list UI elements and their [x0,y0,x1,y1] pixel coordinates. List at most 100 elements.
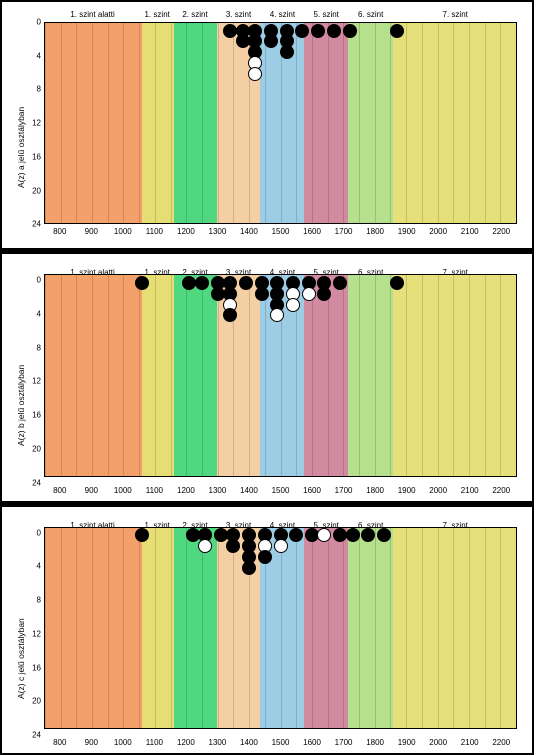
level-band [45,23,142,223]
level-band [45,528,142,728]
y-axis-title: A(z) b jelű osztályban [16,365,26,446]
x-tick-label: 900 [85,486,98,495]
level-label: 6. szint [358,10,383,19]
x-tick-label: 1800 [366,486,384,495]
y-tick-label: 20 [26,697,41,706]
x-tick-label: 2000 [429,227,447,236]
y-tick-label: 4 [26,310,41,319]
x-tick-label: 1100 [146,486,163,495]
level-label: 3. szint [226,521,251,530]
y-tick-label: 0 [26,528,41,537]
y-tick-label: 8 [26,343,41,352]
level-band [174,23,217,223]
x-tick-label: 1400 [240,486,258,495]
data-point [248,67,262,81]
y-tick-label: 12 [26,119,41,128]
level-band [304,528,347,728]
x-tick-label: 1000 [114,227,132,236]
level-band [45,275,142,475]
level-band [174,528,217,728]
data-point [286,298,300,312]
x-tick-label: 2000 [429,486,447,495]
level-label: 1. szint alatti [70,521,114,530]
data-point [361,528,375,542]
x-tick-label: 1300 [209,227,227,236]
level-band [393,528,516,728]
x-tick-label: 800 [53,486,66,495]
level-band [304,275,347,475]
y-tick-label: 20 [26,444,41,453]
y-tick-label: 12 [26,377,41,386]
x-tick-label: 1800 [366,738,384,747]
data-point [198,539,212,553]
x-tick-label: 1400 [240,227,258,236]
level-label: 3. szint [226,10,251,19]
level-label: 1. szint [145,521,170,530]
level-label: 7. szint [443,10,468,19]
figure-container: 1. szint alatti 1. szint 2. szint 3. szint 4… [0,0,534,755]
y-axis-title: A(z) c jelű osztályban [16,618,26,699]
y-tick-label: 16 [26,152,41,161]
data-point [289,528,303,542]
x-tick-label: 1100 [146,227,163,236]
y-tick-label: 8 [26,596,41,605]
data-point [223,308,237,322]
y-tick-label: 20 [26,186,41,195]
level-label: 5. szint [314,10,339,19]
x-tick-label: 2100 [461,486,479,495]
level-label: 7. szint [443,268,468,277]
x-tick-label: 1600 [303,738,321,747]
x-tick-label: 1500 [272,227,290,236]
x-tick-label: 1900 [398,738,416,747]
level-band [174,275,217,475]
level-label: 1. szint [145,10,170,19]
level-label: 5. szint [314,268,339,277]
y-tick-label: 24 [26,478,41,487]
y-tick-label: 0 [26,18,41,27]
level-band [393,275,516,475]
y-tick-label: 12 [26,629,41,638]
x-tick-label: 1100 [146,738,163,747]
y-tick-label: 16 [26,411,41,420]
x-tick-label: 900 [85,227,98,236]
level-label: 7. szint [443,521,468,530]
level-band [142,23,174,223]
data-point [317,528,331,542]
level-label: 2. szint [182,10,207,19]
data-point [346,528,360,542]
data-point [242,561,256,575]
x-tick-label: 1600 [303,486,321,495]
x-tick-label: 1000 [114,486,132,495]
y-tick-label: 24 [26,220,41,229]
y-tick-label: 4 [26,562,41,571]
level-label: 5. szint [314,521,339,530]
data-point [333,276,347,290]
x-tick-label: 1900 [398,227,416,236]
data-point [295,24,309,38]
y-tick-label: 24 [26,730,41,739]
x-tick-label: 1200 [177,227,195,236]
y-tick-label: 4 [26,51,41,60]
level-band [348,23,393,223]
level-label: 3. szint [226,268,251,277]
data-point [302,287,316,301]
x-tick-label: 1300 [209,486,227,495]
level-band [142,528,174,728]
data-point [264,34,278,48]
level-label: 2. szint [182,268,207,277]
x-tick-label: 1400 [240,738,258,747]
x-tick-label: 1200 [177,486,195,495]
data-point [274,539,288,553]
plot-area [44,22,517,224]
y-tick-label: 8 [26,85,41,94]
x-tick-label: 2200 [492,227,510,236]
data-point [255,287,269,301]
level-band [393,23,516,223]
level-label: 4. szint [270,521,295,530]
x-tick-label: 1900 [398,486,416,495]
y-tick-label: 0 [26,276,41,285]
x-tick-label: 1700 [335,486,353,495]
level-label: 1. szint alatti [70,268,114,277]
data-point [270,308,284,322]
x-tick-label: 2100 [461,738,479,747]
